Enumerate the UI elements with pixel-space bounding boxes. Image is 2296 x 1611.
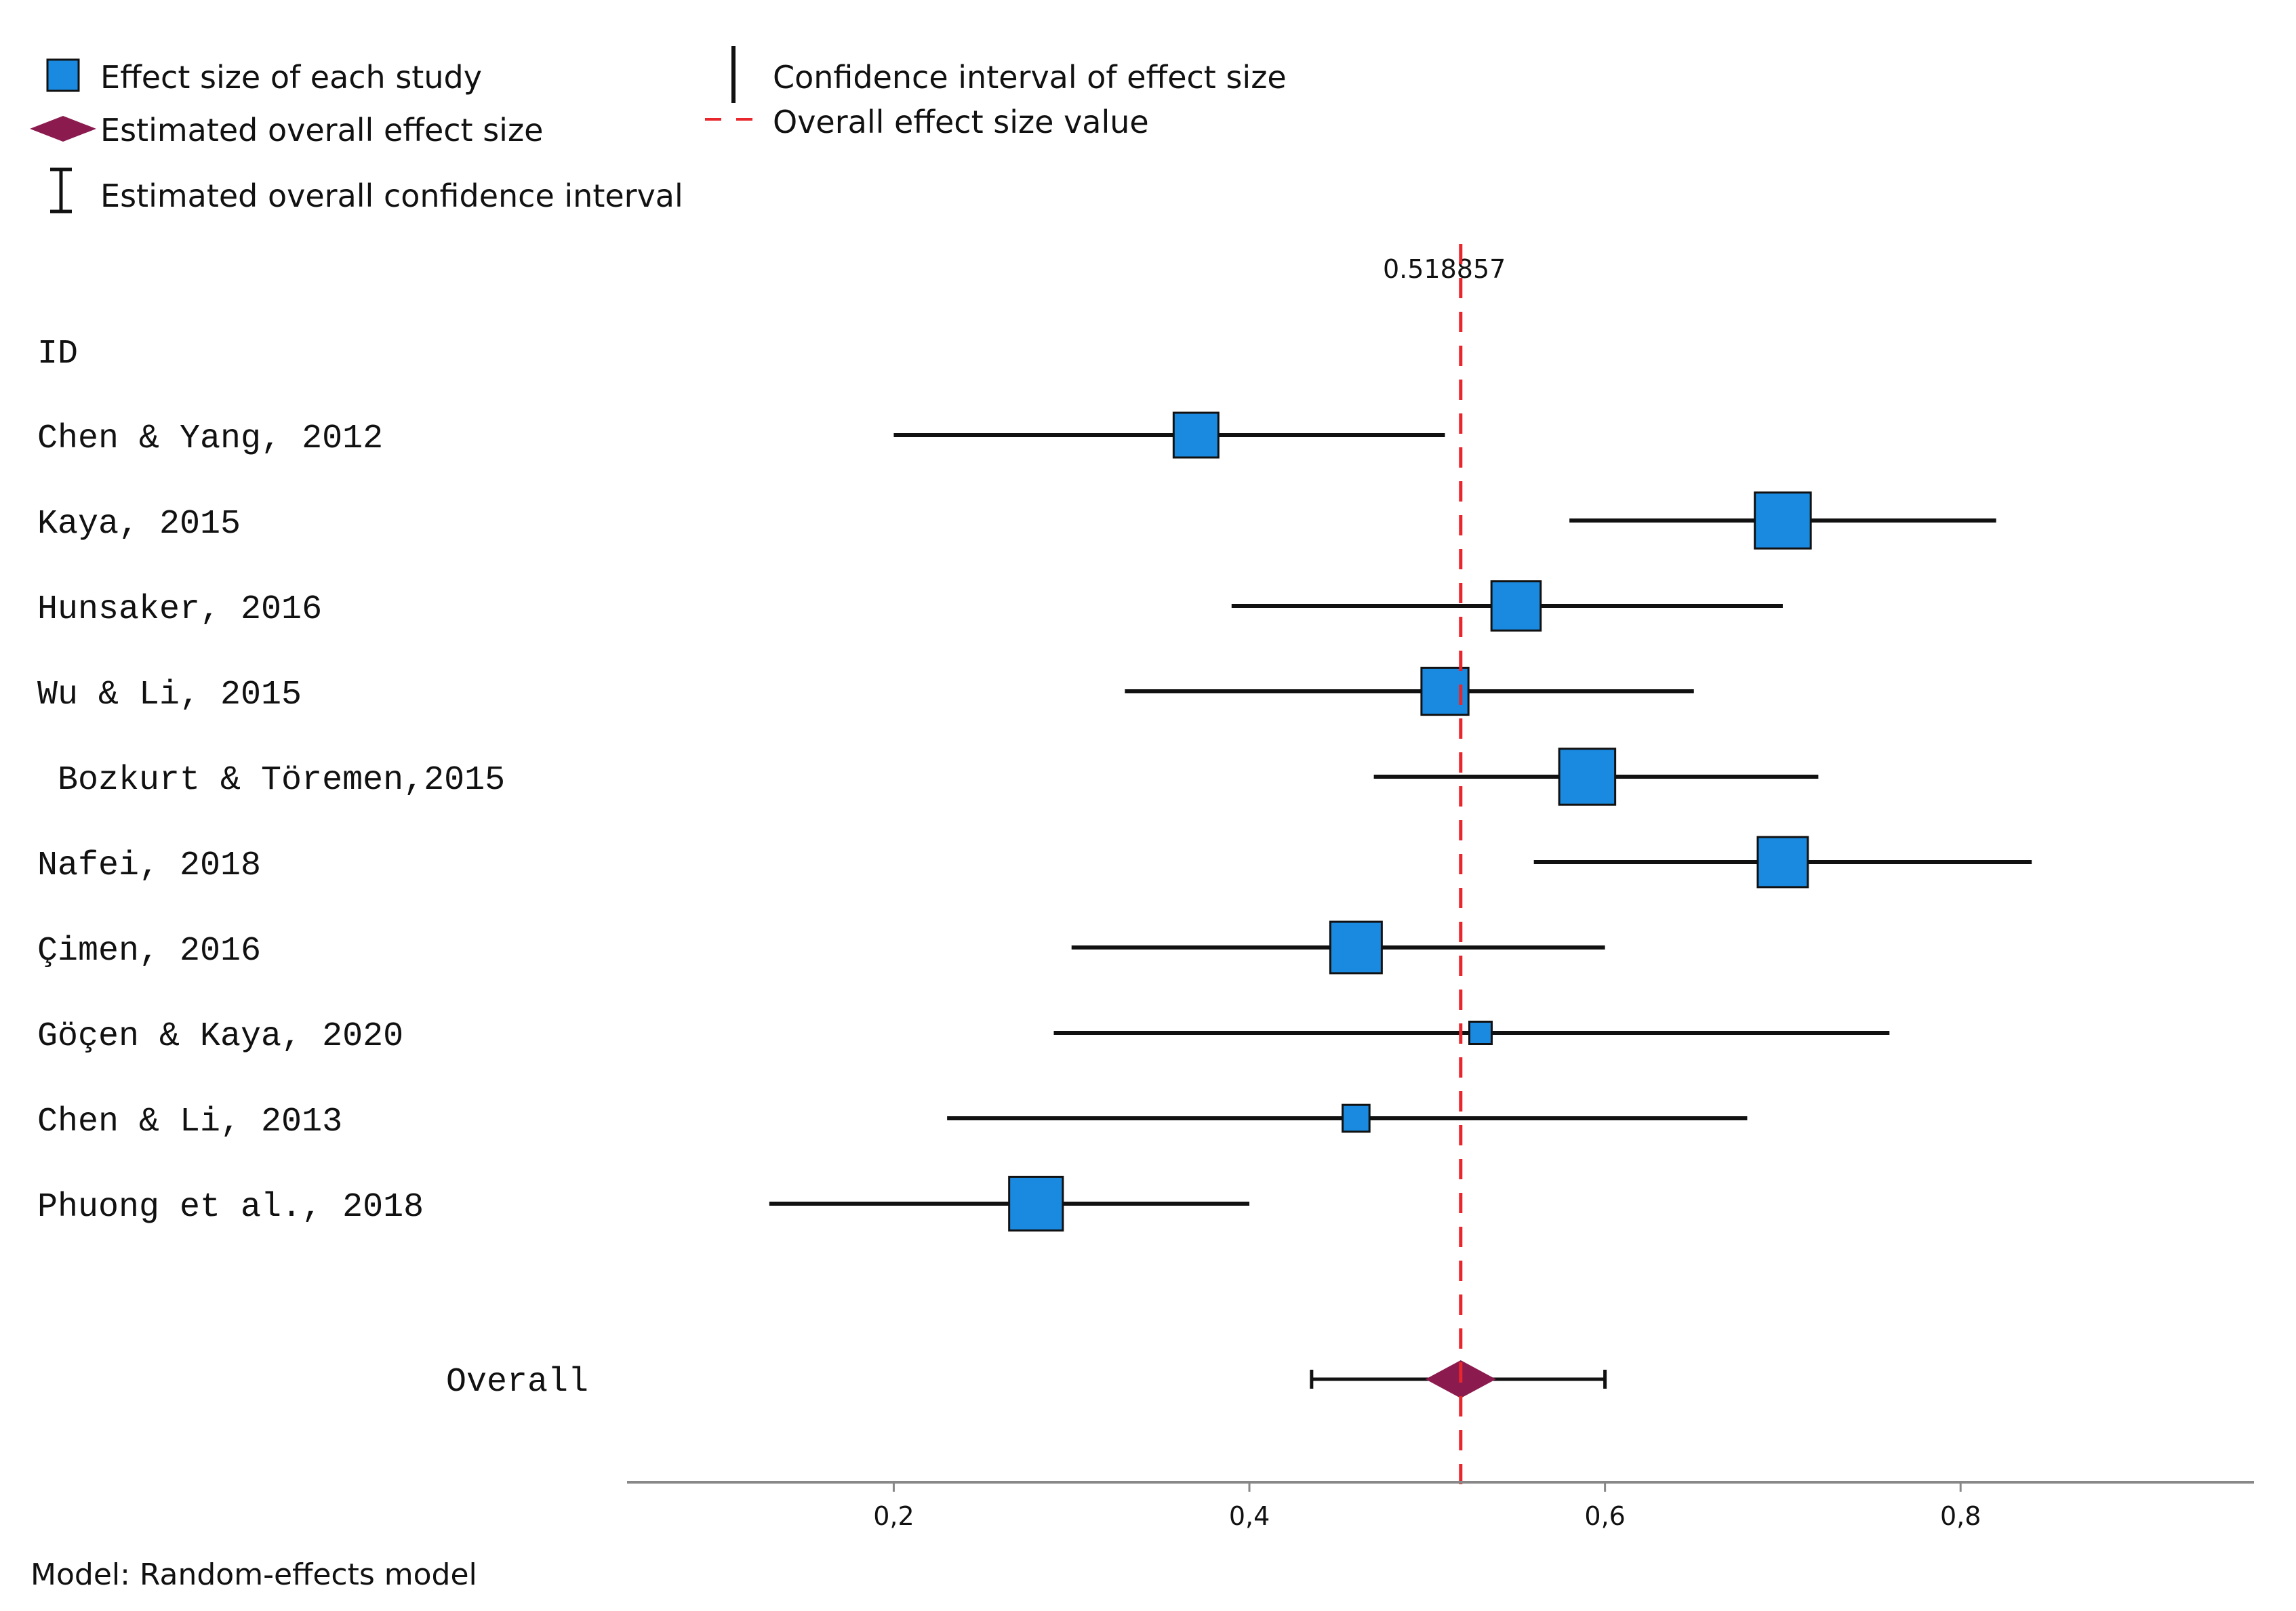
study-label: Wu & Li, 2015 [37,676,302,714]
reference-value-label: 0.518857 [1383,254,1506,284]
model-note: Model: Random-effects model [31,1557,477,1592]
study-row: Hunsaker, 2016 [37,580,1783,632]
legend-study-effect: Effect size of each study [100,59,482,96]
overall-label: Overall [446,1363,588,1402]
study-effect-square [1342,1103,1371,1133]
x-axis-ticks: 0,2 0,4 0,6 0,8 [873,1482,1981,1531]
legend-diamond-icon [30,116,96,142]
study-row: Bozkurt & Töremen,2015 [37,748,1819,806]
study-label: Hunsaker, 2016 [37,590,322,629]
study-row: Wu & Li, 2015 [37,666,1694,716]
legend-study-square-icon [46,58,80,92]
study-effect-square [1756,836,1809,889]
study-effect-square [1008,1175,1064,1232]
legend-overall-ci-icon [50,167,72,213]
id-header: ID [37,335,78,373]
study-label: Kaya, 2015 [37,505,241,544]
legend: Effect size of each study Estimated over… [30,46,1287,214]
study-row: Göçen & Kaya, 2020 [37,1017,1890,1056]
study-effect-square [1558,748,1617,806]
study-label: Bozkurt & Töremen,2015 [37,761,505,800]
study-row: Chen & Yang, 2012 [37,411,1445,459]
study-label: Nafei, 2018 [37,847,261,885]
study-row: Kaya, 2015 [37,491,1996,550]
legend-overall-effect: Estimated overall effect size [100,112,543,148]
x-tick-label: 0,8 [1940,1501,1981,1531]
study-row: Phuong et al., 2018 [37,1175,1250,1232]
x-tick-label: 0,6 [1584,1501,1625,1531]
legend-study-ci: Confidence interval of effect size [773,59,1287,96]
legend-overall-line: Overall effect size value [773,104,1149,140]
study-label: Göçen & Kaya, 2020 [37,1017,403,1056]
study-label: Chen & Li, 2013 [37,1103,342,1141]
x-tick-label: 0,4 [1229,1501,1270,1531]
study-effect-square [1468,1021,1493,1045]
study-row: Chen & Li, 2013 [37,1103,1748,1141]
study-effect-square [1172,411,1220,459]
study-effect-square [1754,491,1812,550]
study-row: Çimen, 2016 [37,920,1605,975]
study-label: Phuong et al., 2018 [37,1188,424,1227]
legend-overall-ci: Estimated overall confidence interval [100,178,683,214]
study-rows: Chen & Yang, 2012 Kaya, 2015 Hunsaker, 201… [37,411,2032,1232]
x-tick-label: 0,2 [873,1501,914,1531]
study-label: Çimen, 2016 [37,932,261,971]
study-effect-square [1490,580,1542,632]
study-row: Nafei, 2018 [37,836,2032,889]
study-label: Chen & Yang, 2012 [37,420,383,458]
study-effect-square [1329,920,1383,975]
